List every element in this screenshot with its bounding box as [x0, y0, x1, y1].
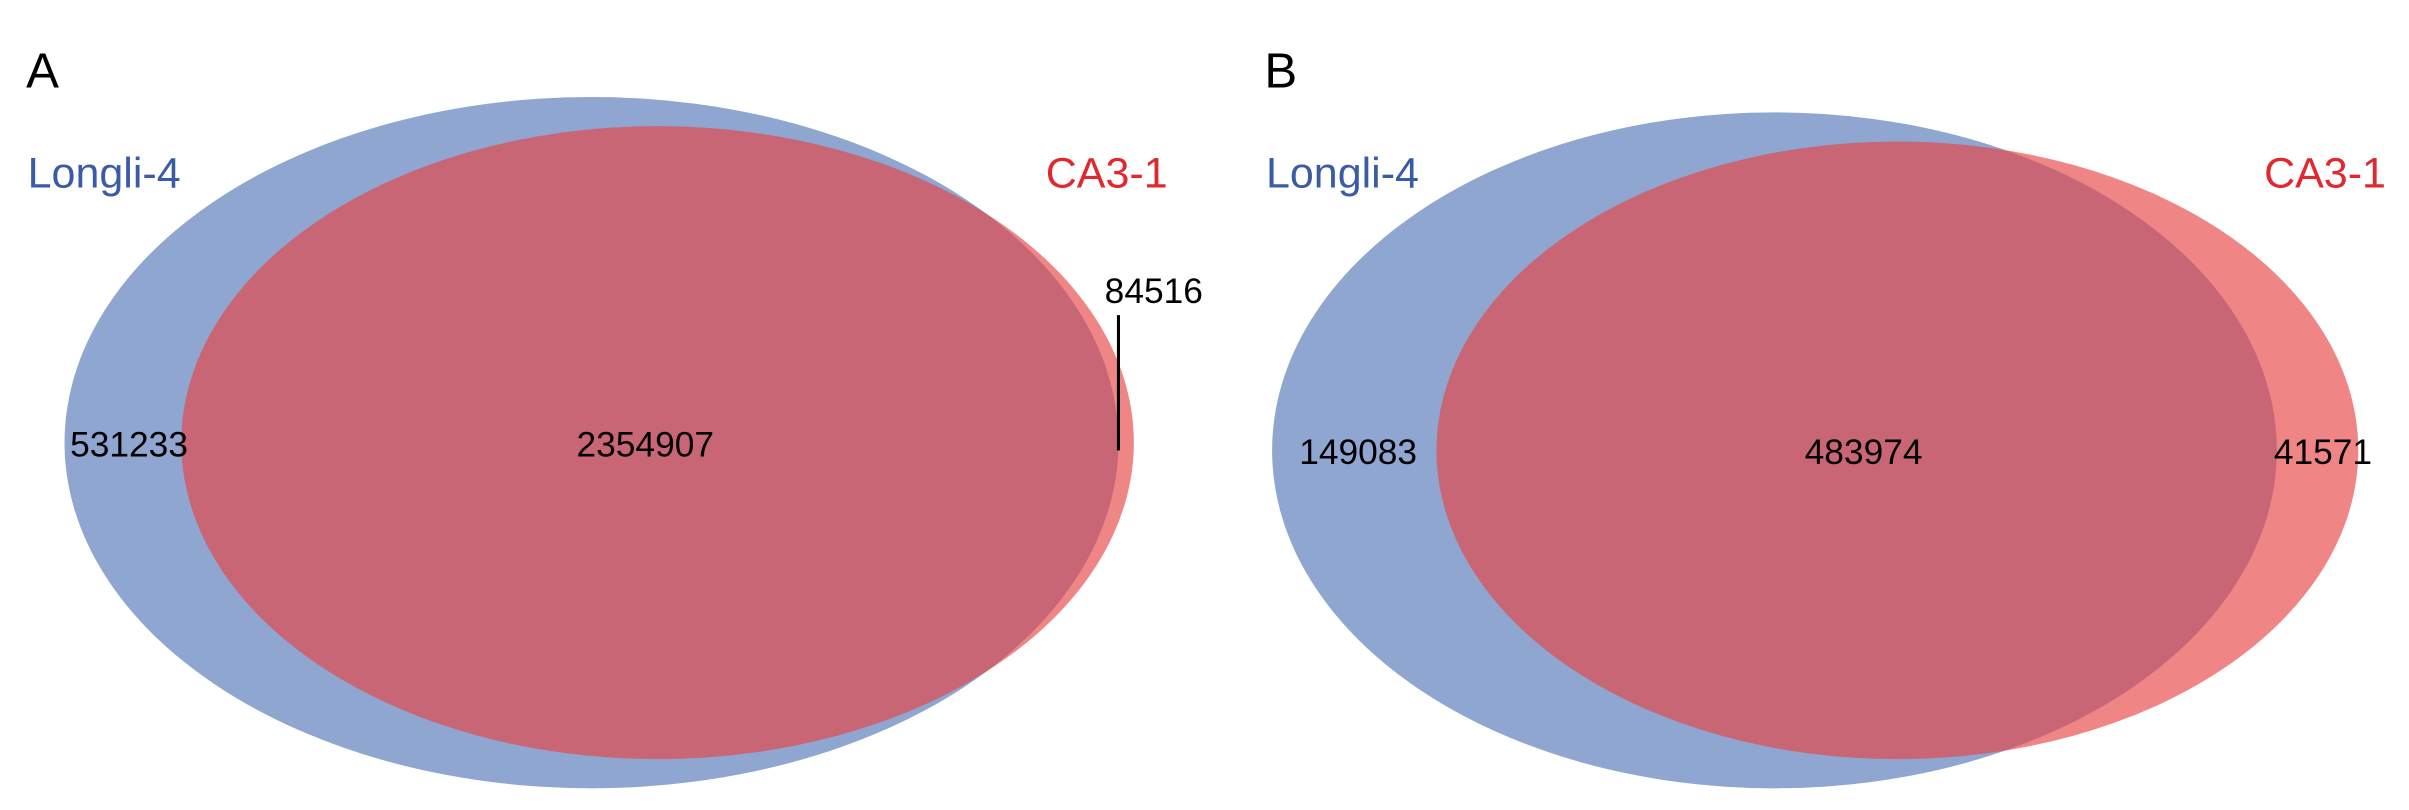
set-ellipse [1436, 141, 2359, 760]
panel-label: B [1264, 44, 1297, 99]
panel-label: A [26, 44, 59, 99]
count-label: 2354907 [576, 425, 714, 464]
set-label: Longli-4 [1266, 150, 1419, 198]
count-label: 483974 [1805, 433, 1923, 472]
count-label: 531233 [70, 425, 188, 464]
set-label: CA3-1 [1046, 150, 1168, 198]
set-label: CA3-1 [2264, 150, 2386, 198]
set-ellipse [181, 126, 1134, 760]
venn-panel: A Longli-4 CA3-1 531233 2354907 84516 [26, 44, 1203, 789]
venn-panel: B Longli-4 CA3-1 149083 483974 41571 [1264, 44, 2386, 789]
count-label: 41571 [2274, 433, 2372, 472]
count-label: 84516 [1105, 272, 1203, 311]
set-label: Longli-4 [28, 150, 181, 198]
count-label: 149083 [1299, 433, 1417, 472]
